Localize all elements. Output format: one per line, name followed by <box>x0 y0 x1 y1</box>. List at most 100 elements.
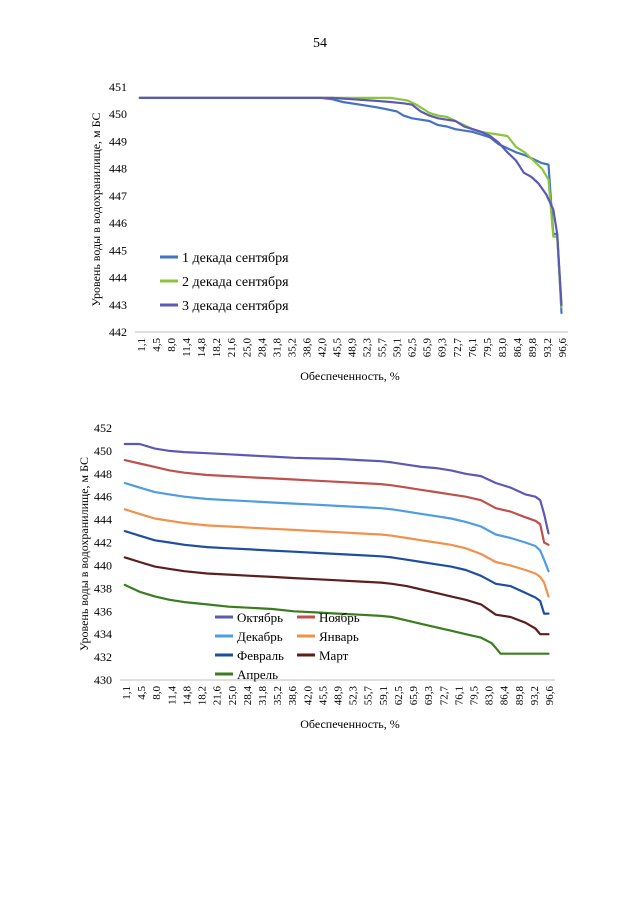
y-tick-label: 436 <box>94 604 112 618</box>
y-tick-label: 450 <box>94 444 112 458</box>
x-tick-label: 93,2 <box>529 686 541 705</box>
x-tick-label: 72,7 <box>438 686 450 706</box>
x-tick-label: 48,9 <box>333 686 345 706</box>
y-tick-label: 430 <box>94 673 112 687</box>
page-number: 54 <box>313 36 327 51</box>
y-tick-label: 432 <box>94 650 112 664</box>
x-tick-label: 4,5 <box>136 686 148 700</box>
x-tick-label: 35,2 <box>272 686 284 705</box>
y-tick-label: 447 <box>109 189 127 203</box>
x-tick-label: 42,0 <box>302 686 314 706</box>
y-tick-label: 444 <box>109 271 127 285</box>
x-tick-label: 31,8 <box>257 686 269 706</box>
y-tick-label: 445 <box>109 243 127 257</box>
x-tick-label: 62,5 <box>407 338 419 358</box>
y-tick-label: 446 <box>109 216 127 230</box>
x-tick-label: 59,1 <box>378 686 390 705</box>
y-tick-label: 450 <box>109 107 127 121</box>
y-tick-label: 448 <box>109 162 127 176</box>
x-tick-label: 83,0 <box>484 686 496 706</box>
x-tick-label: 11,4 <box>166 686 178 705</box>
x-tick-label: 62,5 <box>393 686 405 706</box>
series-line-4 <box>123 508 550 598</box>
x-tick-label: 18,2 <box>197 686 209 705</box>
legend-label: Декабрь <box>237 629 283 644</box>
x-tick-label: 89,8 <box>527 338 539 358</box>
x-tick-label: 52,3 <box>362 338 374 358</box>
x-tick-label: 96,6 <box>557 338 569 358</box>
legend-label: 1 декада сентября <box>182 251 289 266</box>
y-tick-label: 452 <box>94 421 112 435</box>
x-tick-label: 1,1 <box>136 338 148 352</box>
x-tick-label: 28,4 <box>242 686 254 706</box>
legend-label: 3 декада сентября <box>182 299 289 314</box>
x-axis-label: Обеспеченность, % <box>300 369 400 383</box>
legend-label: 2 декада сентября <box>182 275 289 290</box>
x-tick-label: 25,0 <box>227 686 239 706</box>
y-tick-label: 443 <box>109 298 127 312</box>
x-tick-label: 86,4 <box>499 686 511 706</box>
series-line-3 <box>123 481 550 573</box>
x-tick-label: 79,5 <box>482 338 494 358</box>
y-tick-label: 442 <box>109 325 127 339</box>
legend-label: Январь <box>319 629 359 644</box>
x-tick-label: 4,5 <box>151 338 163 352</box>
y-tick-label: 438 <box>94 581 112 595</box>
x-tick-label: 48,9 <box>347 338 359 358</box>
series-line-2 <box>123 458 550 546</box>
x-tick-label: 21,6 <box>226 338 238 358</box>
y-axis-label: Уровень воды в водохранилище, м БС <box>77 457 91 651</box>
y-tick-label: 449 <box>109 134 127 148</box>
x-tick-label: 14,8 <box>196 338 208 358</box>
x-tick-label: 45,5 <box>317 686 329 706</box>
x-tick-label: 72,7 <box>452 338 464 358</box>
x-tick-label: 28,4 <box>256 338 268 358</box>
x-tick-label: 25,0 <box>241 338 253 358</box>
x-tick-label: 76,1 <box>453 686 465 705</box>
y-axis-label: Уровень воды в водохранилище, м БС <box>89 113 103 307</box>
x-tick-label: 55,7 <box>363 686 375 706</box>
y-tick-label: 448 <box>94 467 112 481</box>
x-tick-label: 11,4 <box>181 338 193 357</box>
x-tick-label: 76,1 <box>467 338 479 357</box>
series-line-5 <box>123 529 550 615</box>
x-tick-label: 52,3 <box>348 686 360 706</box>
x-tick-label: 35,2 <box>286 338 298 357</box>
y-tick-label: 442 <box>94 536 112 550</box>
x-tick-label: 31,8 <box>271 338 283 358</box>
x-tick-label: 59,1 <box>392 338 404 357</box>
series-line-7 <box>123 583 550 655</box>
x-tick-label: 14,8 <box>181 686 193 706</box>
x-tick-label: 42,0 <box>316 338 328 358</box>
legend-label: Апрель <box>237 667 278 682</box>
x-tick-label: 93,2 <box>542 338 554 357</box>
y-tick-label: 444 <box>94 513 112 527</box>
x-tick-label: 79,5 <box>468 686 480 706</box>
x-axis-label: Обеспеченность, % <box>300 717 400 731</box>
x-tick-label: 38,6 <box>287 686 299 706</box>
x-tick-label: 38,6 <box>301 338 313 358</box>
x-tick-label: 45,5 <box>331 338 343 358</box>
x-tick-label: 65,9 <box>422 338 434 358</box>
legend-label: Март <box>319 648 349 663</box>
x-tick-label: 83,0 <box>497 338 509 358</box>
x-tick-label: 65,9 <box>408 686 420 706</box>
y-tick-label: 440 <box>94 558 112 572</box>
legend-label: Октябрь <box>237 610 283 625</box>
legend-label: Февраль <box>237 648 284 663</box>
x-tick-label: 69,3 <box>423 686 435 706</box>
x-tick-label: 96,6 <box>544 686 556 706</box>
y-tick-label: 451 <box>109 80 127 94</box>
x-tick-label: 55,7 <box>377 338 389 358</box>
x-tick-label: 86,4 <box>512 338 524 358</box>
series-line-3 <box>138 96 563 306</box>
x-tick-label: 18,2 <box>211 338 223 357</box>
series-line-6 <box>123 556 550 636</box>
y-tick-label: 446 <box>94 490 112 504</box>
x-tick-label: 69,3 <box>437 338 449 358</box>
legend-label: Ноябрь <box>319 610 360 625</box>
x-tick-label: 21,6 <box>212 686 224 706</box>
x-tick-label: 1,1 <box>121 686 133 700</box>
